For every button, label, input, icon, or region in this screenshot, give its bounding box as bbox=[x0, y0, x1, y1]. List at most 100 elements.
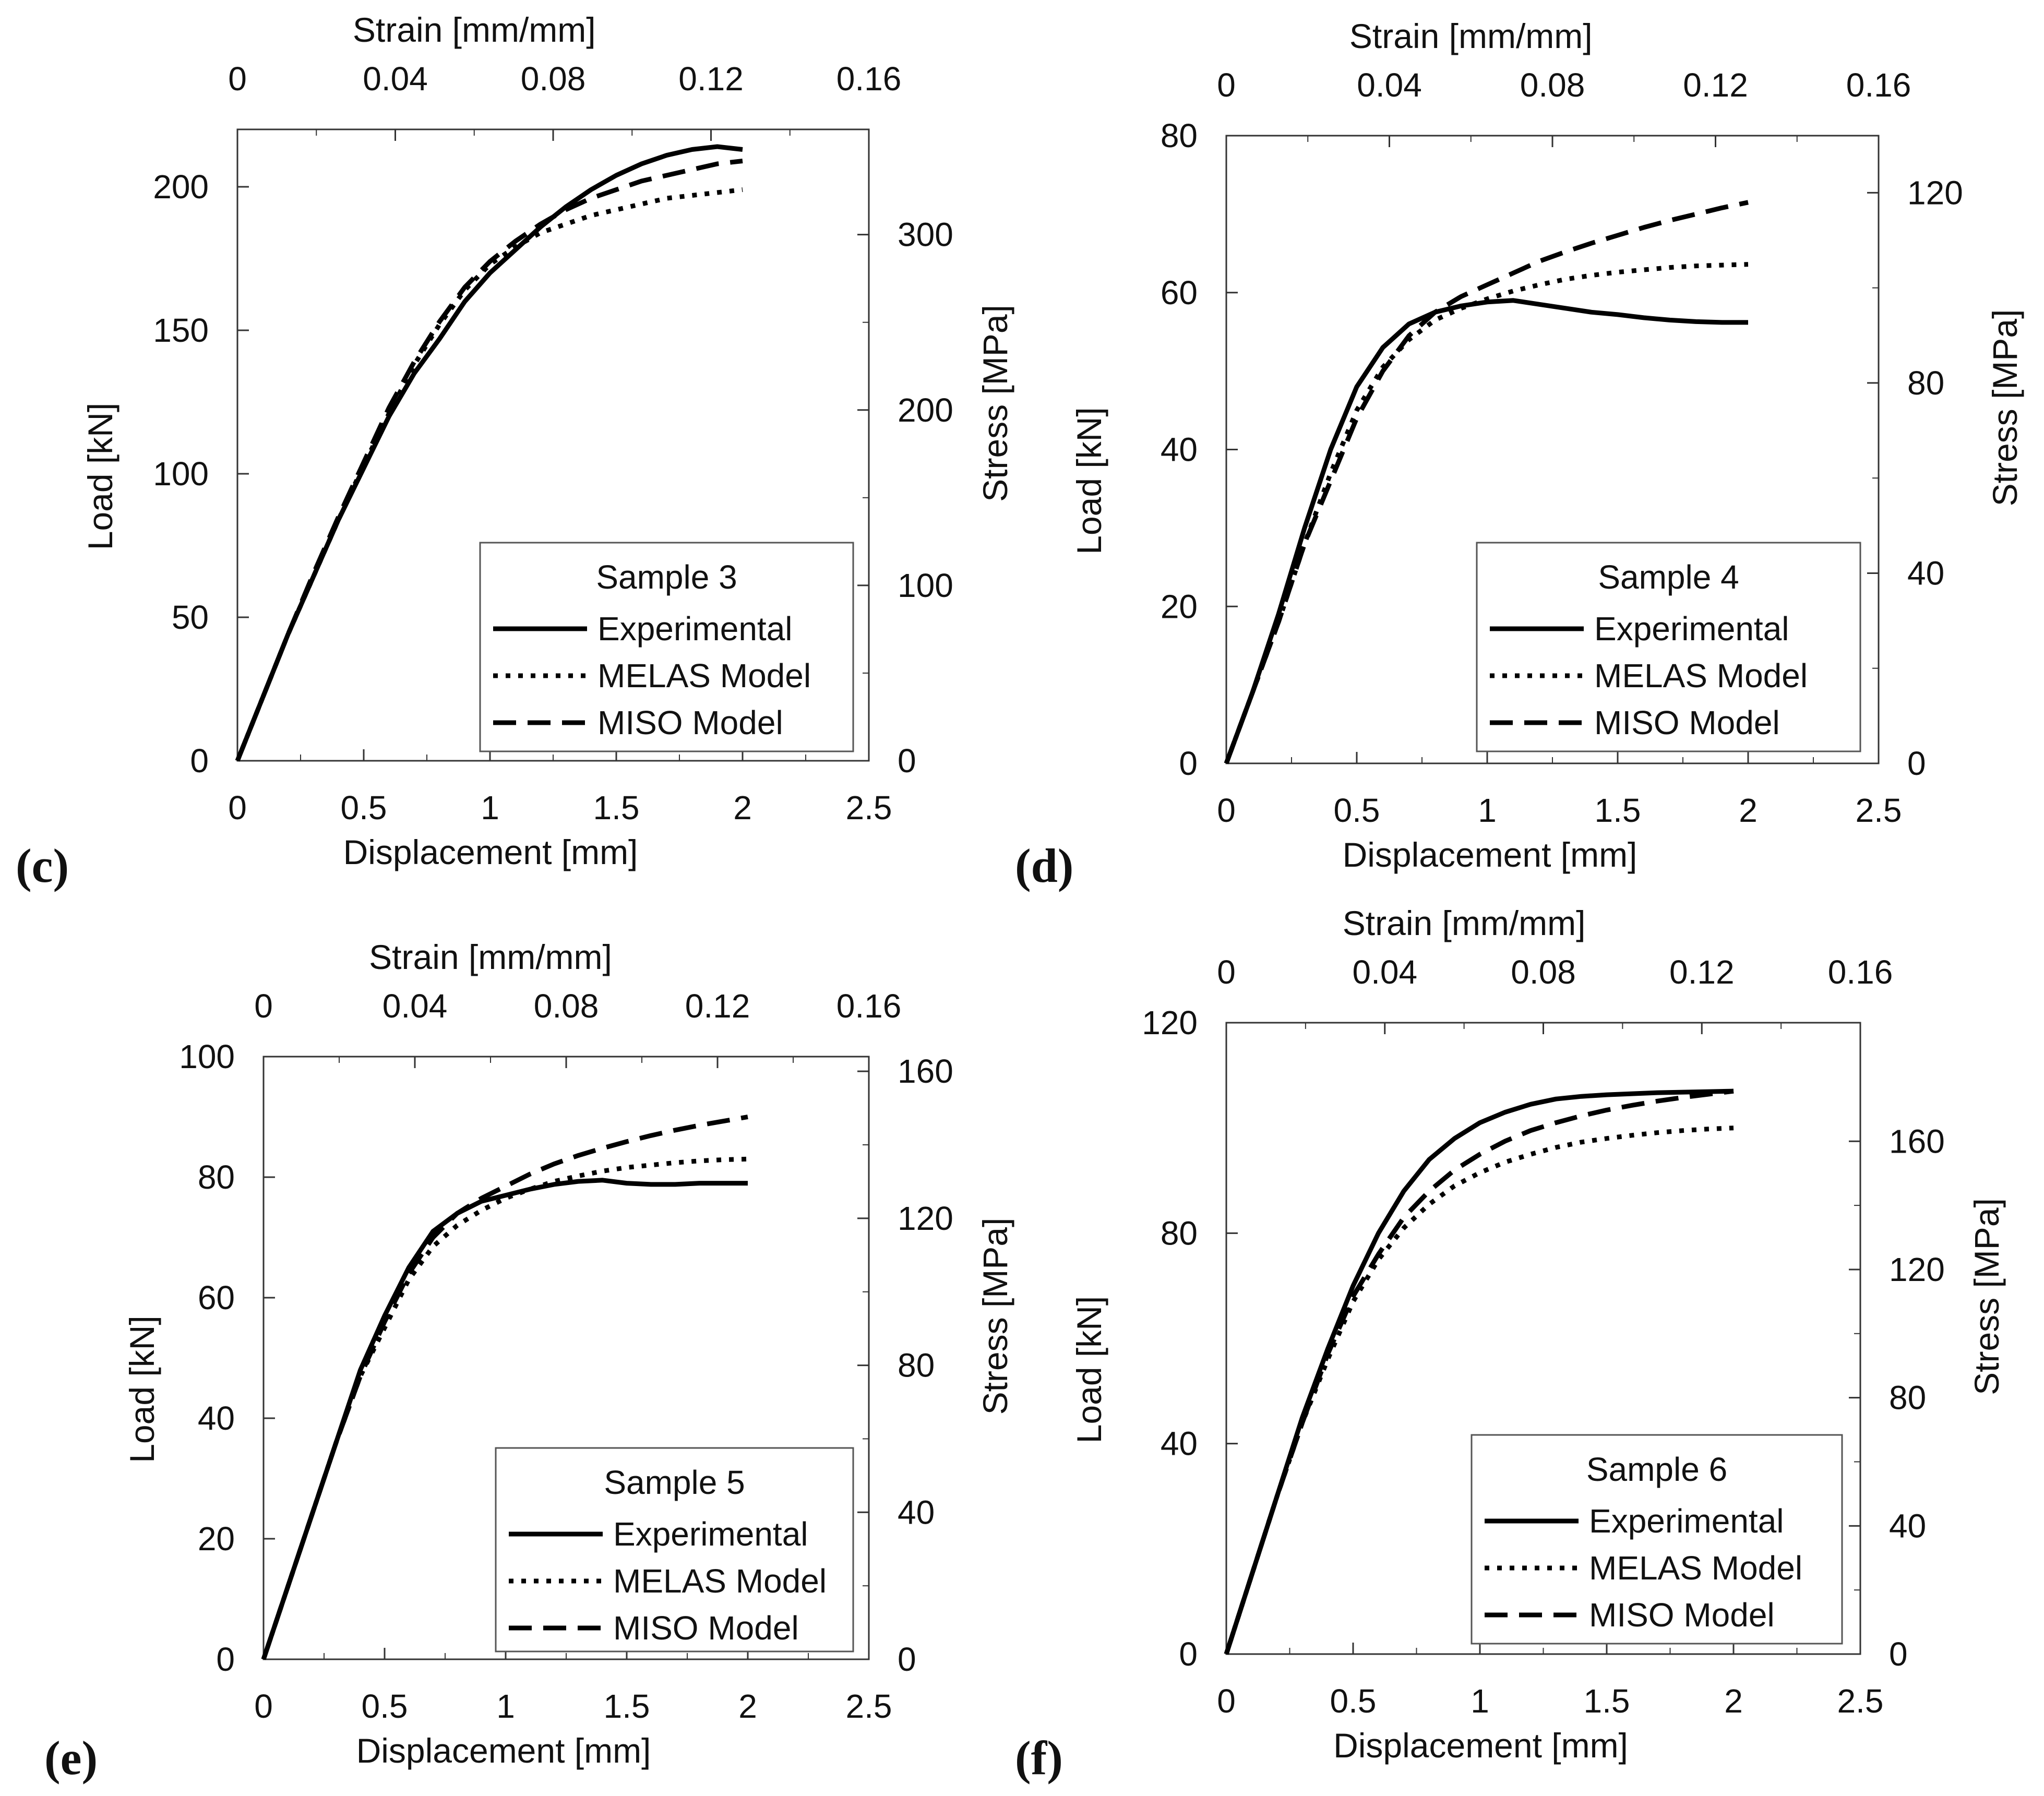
x2-tick-label: 0.04 bbox=[363, 60, 428, 98]
legend-label: MELAS Model bbox=[613, 1562, 827, 1600]
legend-label: Experimental bbox=[1594, 610, 1789, 648]
x-tick-label: 0 bbox=[254, 1687, 273, 1725]
x2-tick-label: 0.04 bbox=[1357, 66, 1422, 104]
x-tick-label: 0 bbox=[1217, 792, 1236, 829]
y2-tick-label: 120 bbox=[1889, 1251, 1945, 1288]
x-tick-label: 2.5 bbox=[846, 789, 892, 827]
x2-tick-label: 0 bbox=[228, 60, 247, 98]
series-line-melas-model bbox=[235, 187, 743, 762]
x2-tick-label: 0.08 bbox=[1520, 66, 1585, 104]
y2-axis-label: Stress [MPa] bbox=[1986, 309, 2024, 507]
y-tick-label: 80 bbox=[1161, 117, 1198, 154]
y2-tick-label: 0 bbox=[1889, 1635, 1908, 1673]
y2-tick-label: 160 bbox=[1889, 1122, 1945, 1160]
legend: Sample 5 Experimental MELAS Model MISO Mode… bbox=[495, 1447, 854, 1653]
x-tick-label: 1.5 bbox=[1595, 792, 1641, 829]
x2-tick-label: 0.12 bbox=[685, 987, 750, 1025]
legend-box bbox=[1476, 542, 1861, 752]
chart-panel-1: 0 0.5 1 1.5 2 2.5 Displacement [mm] 0 0.04 0.08 0.… bbox=[16, 10, 1014, 892]
x2-tick-label: 0.16 bbox=[836, 987, 902, 1025]
x2-tick-label: 0.12 bbox=[678, 60, 744, 98]
x-axis-label: Displacement [mm] bbox=[343, 833, 638, 871]
legend-title: Sample 3 bbox=[596, 558, 737, 596]
x-tick-label: 1 bbox=[496, 1687, 515, 1725]
y2-tick-label: 40 bbox=[898, 1493, 935, 1531]
x2-tick-label: 0.16 bbox=[836, 60, 902, 98]
series-line-experimental bbox=[1224, 298, 1748, 764]
chart-panel-3: 0 0.5 1 1.5 2 2.5 Displacement [mm] 0 0.04 0.08 0.… bbox=[44, 938, 1014, 1785]
x2-tick-label: 0.08 bbox=[521, 60, 586, 98]
y2-tick-label: 300 bbox=[898, 216, 953, 254]
y2-tick-label: 40 bbox=[1907, 554, 1944, 592]
x-tick-label: 1.5 bbox=[1584, 1682, 1630, 1720]
legend: Sample 3 Experimental MELAS Model MISO Mode… bbox=[479, 542, 854, 752]
y-tick-label: 40 bbox=[198, 1399, 235, 1437]
y2-tick-label: 0 bbox=[898, 742, 916, 780]
x-tick-label: 2 bbox=[1739, 792, 1758, 829]
chart-panel-4: 0 0.5 1 1.5 2 2.5 Displacement [mm] 0 0.04 0.08 0.… bbox=[1015, 904, 2006, 1785]
y-tick-label: 0 bbox=[190, 742, 209, 780]
legend-label: MISO Model bbox=[1589, 1596, 1775, 1634]
y2-tick-label: 40 bbox=[1889, 1507, 1926, 1544]
legend-title: Sample 6 bbox=[1586, 1451, 1727, 1488]
x2-axis-label: Strain [mm/mm] bbox=[369, 938, 612, 976]
legend-label: MELAS Model bbox=[1594, 657, 1808, 695]
x-tick-label: 2 bbox=[1724, 1682, 1743, 1720]
x2-tick-label: 0.08 bbox=[1511, 953, 1576, 991]
x2-tick-label: 0.04 bbox=[1352, 953, 1417, 991]
y-tick-label: 20 bbox=[198, 1520, 235, 1558]
legend-title: Sample 5 bbox=[604, 1464, 745, 1501]
y-tick-label: 50 bbox=[172, 598, 209, 636]
y2-tick-label: 120 bbox=[898, 1200, 953, 1237]
series-line-melas-model bbox=[1224, 262, 1749, 764]
y-axis-label: Load [kN] bbox=[1070, 1296, 1108, 1444]
series-line-experimental bbox=[1224, 1088, 1734, 1655]
x-tick-label: 1.5 bbox=[604, 1687, 650, 1725]
y-tick-label: 0 bbox=[216, 1641, 235, 1678]
x2-tick-label: 0.16 bbox=[1828, 953, 1893, 991]
legend-label: Experimental bbox=[613, 1515, 808, 1553]
x2-tick-label: 0.12 bbox=[1683, 66, 1748, 104]
x-tick-label: 0.5 bbox=[1334, 792, 1380, 829]
x2-axis-label: Strain [mm/mm] bbox=[353, 10, 596, 49]
y2-tick-label: 200 bbox=[898, 391, 953, 429]
series-line-miso-model bbox=[1224, 200, 1749, 764]
y-axis-label: Load [kN] bbox=[123, 1315, 161, 1463]
y2-tick-label: 160 bbox=[898, 1052, 953, 1090]
series-line-melas-model bbox=[1224, 1126, 1734, 1655]
y2-tick-label: 100 bbox=[898, 567, 953, 604]
x2-axis-label: Strain [mm/mm] bbox=[1349, 17, 1593, 55]
y-tick-label: 100 bbox=[179, 1038, 235, 1075]
y2-tick-label: 120 bbox=[1907, 174, 1963, 211]
legend-label: MELAS Model bbox=[597, 657, 811, 695]
y-tick-label: 60 bbox=[198, 1279, 235, 1316]
legend-label: MELAS Model bbox=[1589, 1549, 1802, 1587]
series-line-miso-model bbox=[261, 1115, 748, 1660]
legend-label: Experimental bbox=[597, 610, 793, 648]
y-tick-label: 60 bbox=[1161, 274, 1198, 312]
x2-tick-label: 0.16 bbox=[1846, 66, 1911, 104]
x-tick-label: 2 bbox=[738, 1687, 757, 1725]
y2-axis-label: Stress [MPa] bbox=[976, 305, 1014, 502]
panel-letter: (d) bbox=[1015, 839, 1073, 892]
legend-label: MISO Model bbox=[613, 1609, 799, 1647]
x-tick-label: 1 bbox=[1478, 792, 1497, 829]
y-axis-label: Load [kN] bbox=[1070, 407, 1108, 555]
y-axis-label: Load [kN] bbox=[81, 403, 119, 550]
x-tick-label: 1 bbox=[481, 789, 499, 827]
x2-tick-label: 0 bbox=[254, 987, 273, 1025]
y2-tick-label: 0 bbox=[1907, 745, 1926, 782]
y-tick-label: 20 bbox=[1161, 588, 1198, 625]
series-line-miso-model bbox=[235, 159, 743, 762]
y2-tick-label: 80 bbox=[1889, 1379, 1926, 1417]
x-axis-label: Displacement [mm] bbox=[1343, 835, 1637, 874]
x-tick-label: 2 bbox=[733, 789, 752, 827]
legend: Sample 4 Experimental MELAS Model MISO Mode… bbox=[1476, 542, 1861, 752]
y2-axis-label: Stress [MPa] bbox=[1967, 1198, 2006, 1395]
legend-box bbox=[495, 1447, 854, 1653]
x2-tick-label: 0 bbox=[1217, 66, 1236, 104]
panel-letter: (e) bbox=[44, 1731, 98, 1785]
legend-box bbox=[479, 542, 854, 752]
y2-axis-label: Stress [MPa] bbox=[976, 1218, 1014, 1415]
